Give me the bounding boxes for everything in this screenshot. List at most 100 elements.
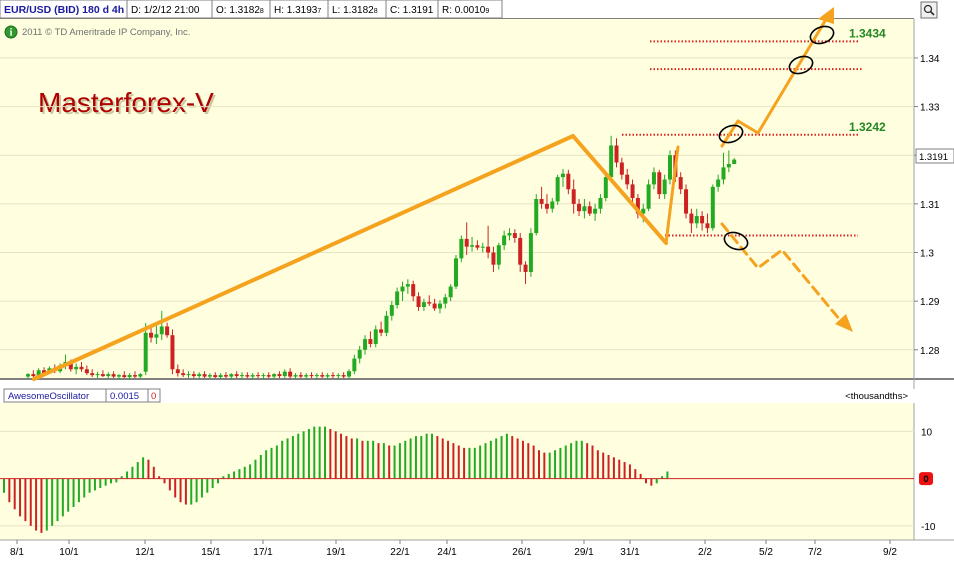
candle-body [555, 177, 560, 202]
candle-body [68, 361, 73, 370]
candle-body [304, 375, 309, 377]
x-tick-label: 2/2 [698, 547, 712, 558]
candle-body [427, 302, 432, 304]
osc-grid [0, 430, 914, 527]
breakout-markers [718, 25, 835, 251]
candle-body [138, 374, 143, 377]
oscillator-zero-badge: 0 [919, 472, 933, 486]
high-subscript: 7 [317, 8, 321, 15]
brand-shadow: Masterforex-V [40, 89, 216, 120]
date-field: D: 1/2/12 21:00 [131, 5, 200, 16]
x-tick-label: 19/1 [326, 547, 346, 558]
trend-line-up [32, 134, 575, 381]
candle-body [314, 375, 319, 377]
price-level-label: 1.3242 [849, 120, 886, 134]
candle-body [443, 297, 448, 304]
open-value: O: 1.3182 [216, 5, 260, 16]
range-value: R: 0.0010 [442, 5, 486, 16]
candle-body [630, 184, 635, 199]
candle-body [684, 189, 689, 214]
candle-body [416, 296, 421, 307]
bullish-projection [720, 14, 830, 148]
x-tick-label: 5/2 [759, 547, 773, 558]
candle-body [133, 375, 137, 377]
candle-body [250, 375, 255, 377]
candle-body [491, 252, 496, 265]
zoom-icon[interactable] [920, 1, 938, 19]
price-axis-bg [914, 19, 954, 379]
oscillator-value: 0.0015 [110, 391, 139, 402]
candle-body [218, 375, 223, 378]
price-tick-label: 1.34 [920, 54, 940, 65]
x-tick-label: 26/1 [512, 547, 532, 558]
range-field: R: 0.00109 [442, 5, 489, 16]
candle-body [122, 375, 127, 378]
candle-body [518, 237, 523, 265]
candle-body [400, 286, 405, 292]
candle-body [582, 206, 587, 212]
x-tick-label: 24/1 [437, 547, 457, 558]
osc-axis-bg [914, 403, 954, 540]
candle-body [395, 291, 400, 306]
candle-body [496, 245, 501, 265]
candle-body [363, 339, 368, 350]
copyright-line: i 2011 © TD Ameritrade IP Company, Inc. [4, 25, 190, 39]
price-level-label: 1.3434 [849, 26, 886, 40]
candle-body [726, 163, 731, 168]
candle-body [577, 203, 582, 212]
candle-body [245, 375, 250, 377]
candle-body [100, 374, 105, 377]
candle-body [330, 375, 335, 377]
candle-body [309, 375, 314, 377]
high-value: H: 1.3193 [274, 5, 318, 16]
x-tick-label: 10/1 [59, 547, 79, 558]
candle-body [689, 213, 694, 224]
candle-body [389, 305, 394, 316]
candle-body [106, 374, 111, 377]
candlestick-series [26, 135, 737, 380]
breakout-ellipse [788, 55, 814, 75]
brand-title: Masterforex-V [38, 87, 214, 118]
candle-body [603, 177, 608, 199]
candle-body [721, 167, 726, 180]
info-icon[interactable] [4, 25, 18, 39]
info-icon-glyph: i [10, 28, 13, 39]
candle-body [448, 286, 453, 298]
trend-line-down [571, 134, 668, 245]
osc-y-axis: 10 -10 [921, 427, 936, 532]
candle-body [207, 375, 212, 377]
range-subscript: 9 [485, 8, 489, 15]
candle-body [437, 303, 442, 309]
price-tick-label: 1.31 [920, 200, 940, 211]
candle-body [528, 233, 533, 272]
oscillator-name: AwesomeOscillator [8, 391, 89, 402]
candle-body [191, 374, 196, 377]
close-field: C: 1.3191 [390, 5, 434, 16]
trend-annotations [32, 14, 847, 381]
candle-body [475, 245, 480, 248]
candle-body [539, 199, 544, 204]
candle-body [502, 235, 507, 246]
last-price-marker: 1.3191 [915, 148, 954, 164]
candle-body [277, 374, 282, 377]
oscillator-series [3, 426, 669, 533]
candle-body [464, 238, 469, 247]
candle-body [347, 371, 351, 377]
candle-body [646, 184, 651, 209]
candle-body [341, 375, 346, 377]
candle-body [512, 233, 517, 238]
candle-body [587, 206, 592, 214]
candle-body [662, 179, 667, 195]
candle-body [705, 223, 710, 229]
candle-body [561, 173, 565, 178]
price-panel-bg [0, 19, 914, 379]
price-tick-label: 1.29 [920, 297, 940, 308]
candle-body [74, 366, 79, 370]
trend-line-rebound [664, 145, 680, 245]
low-field: L: 1.31828 [332, 5, 378, 16]
candle-body [732, 159, 737, 164]
osc-tick-label: -10 [921, 522, 936, 533]
candle-body [523, 264, 528, 272]
candle-body [507, 233, 512, 236]
candle-body [149, 332, 154, 338]
